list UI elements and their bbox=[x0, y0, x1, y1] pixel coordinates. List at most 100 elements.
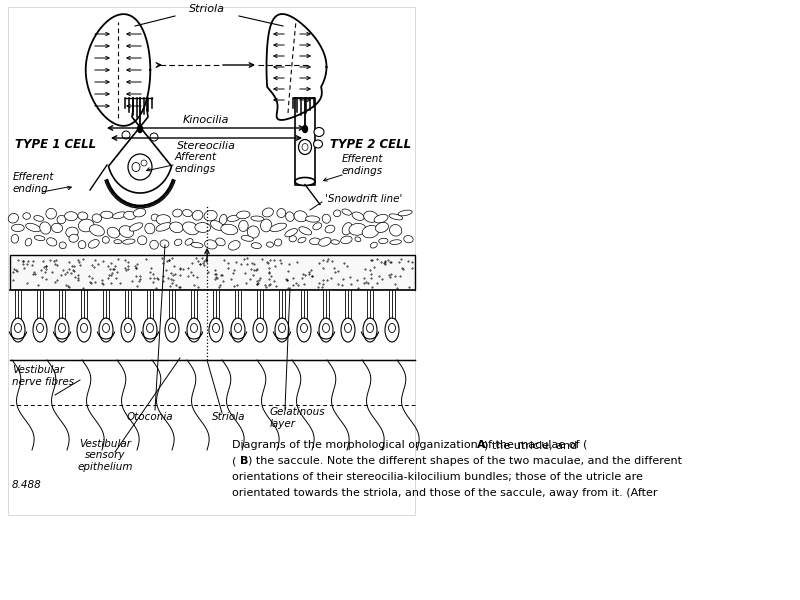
Ellipse shape bbox=[51, 223, 62, 233]
Ellipse shape bbox=[341, 236, 352, 244]
Ellipse shape bbox=[46, 238, 57, 246]
Ellipse shape bbox=[390, 224, 402, 236]
Ellipse shape bbox=[8, 214, 18, 223]
Ellipse shape bbox=[134, 209, 146, 217]
Ellipse shape bbox=[195, 223, 210, 232]
Text: Striola: Striola bbox=[189, 4, 225, 14]
Ellipse shape bbox=[306, 216, 320, 222]
Ellipse shape bbox=[78, 212, 88, 220]
Text: Stereocilia: Stereocilia bbox=[177, 141, 235, 151]
Text: Efferent
ending: Efferent ending bbox=[13, 172, 54, 194]
Ellipse shape bbox=[173, 209, 182, 217]
Ellipse shape bbox=[145, 223, 155, 234]
Ellipse shape bbox=[216, 238, 226, 246]
Ellipse shape bbox=[128, 154, 152, 180]
Ellipse shape bbox=[26, 223, 41, 232]
Ellipse shape bbox=[138, 236, 147, 245]
Polygon shape bbox=[109, 110, 171, 193]
Ellipse shape bbox=[322, 214, 330, 223]
Ellipse shape bbox=[187, 318, 201, 342]
Ellipse shape bbox=[11, 224, 24, 232]
Text: TYPE 1 CELL: TYPE 1 CELL bbox=[15, 138, 96, 151]
Ellipse shape bbox=[262, 208, 274, 217]
Ellipse shape bbox=[122, 239, 135, 244]
Bar bbox=[8, 7, 415, 515]
Text: TYPE 2 CELL: TYPE 2 CELL bbox=[330, 138, 411, 151]
Ellipse shape bbox=[210, 221, 223, 230]
Ellipse shape bbox=[389, 214, 402, 220]
Ellipse shape bbox=[143, 318, 157, 342]
Text: orientations of their stereocilia-kilocilium bundles; those of the utricle are: orientations of their stereocilia-kiloci… bbox=[232, 472, 643, 482]
Ellipse shape bbox=[182, 209, 192, 217]
Polygon shape bbox=[295, 98, 315, 185]
Ellipse shape bbox=[114, 239, 122, 244]
Ellipse shape bbox=[277, 209, 286, 217]
Ellipse shape bbox=[121, 318, 135, 342]
Ellipse shape bbox=[334, 210, 341, 217]
Ellipse shape bbox=[389, 323, 395, 332]
Text: B: B bbox=[240, 456, 248, 466]
Text: Gelatinous
layer: Gelatinous layer bbox=[270, 407, 326, 429]
Ellipse shape bbox=[253, 318, 267, 342]
Ellipse shape bbox=[165, 318, 179, 342]
Ellipse shape bbox=[191, 242, 203, 248]
Ellipse shape bbox=[185, 239, 193, 245]
Ellipse shape bbox=[341, 318, 355, 342]
Ellipse shape bbox=[160, 240, 169, 248]
Text: Afferent
endings: Afferent endings bbox=[175, 152, 217, 174]
Ellipse shape bbox=[241, 236, 254, 241]
Ellipse shape bbox=[322, 323, 330, 332]
Ellipse shape bbox=[261, 219, 272, 232]
Ellipse shape bbox=[404, 236, 413, 243]
Text: Otoconia: Otoconia bbox=[126, 412, 174, 422]
Ellipse shape bbox=[23, 213, 30, 220]
Ellipse shape bbox=[14, 323, 22, 332]
Ellipse shape bbox=[266, 242, 274, 247]
Ellipse shape bbox=[294, 211, 307, 222]
Ellipse shape bbox=[238, 220, 248, 232]
Ellipse shape bbox=[34, 215, 44, 221]
Ellipse shape bbox=[65, 212, 78, 221]
Ellipse shape bbox=[58, 323, 66, 332]
Ellipse shape bbox=[231, 318, 245, 342]
Ellipse shape bbox=[146, 323, 154, 332]
Ellipse shape bbox=[363, 318, 377, 342]
Ellipse shape bbox=[55, 318, 69, 342]
Ellipse shape bbox=[297, 318, 311, 342]
Ellipse shape bbox=[228, 241, 240, 250]
Ellipse shape bbox=[362, 226, 378, 238]
Polygon shape bbox=[86, 14, 150, 126]
Ellipse shape bbox=[119, 226, 134, 238]
Polygon shape bbox=[266, 14, 326, 120]
Text: Striola: Striola bbox=[212, 412, 246, 422]
Ellipse shape bbox=[170, 222, 183, 233]
Ellipse shape bbox=[390, 240, 402, 244]
Ellipse shape bbox=[227, 215, 240, 221]
Ellipse shape bbox=[156, 223, 171, 231]
Ellipse shape bbox=[113, 212, 126, 219]
Ellipse shape bbox=[90, 225, 104, 236]
Ellipse shape bbox=[130, 223, 142, 231]
Ellipse shape bbox=[169, 323, 175, 332]
Ellipse shape bbox=[138, 125, 142, 133]
Ellipse shape bbox=[299, 227, 312, 235]
Ellipse shape bbox=[69, 234, 78, 242]
Ellipse shape bbox=[251, 243, 262, 248]
Ellipse shape bbox=[314, 127, 324, 136]
Ellipse shape bbox=[59, 242, 66, 248]
Ellipse shape bbox=[209, 318, 223, 342]
Ellipse shape bbox=[37, 323, 43, 332]
Ellipse shape bbox=[275, 318, 289, 342]
Ellipse shape bbox=[342, 223, 352, 235]
Ellipse shape bbox=[289, 236, 297, 242]
Ellipse shape bbox=[122, 131, 130, 139]
Ellipse shape bbox=[46, 208, 57, 219]
Ellipse shape bbox=[370, 242, 378, 248]
Text: orientated towards the striola, and those of the saccule, away from it. (After: orientated towards the striola, and thos… bbox=[232, 488, 658, 498]
Text: 8.488: 8.488 bbox=[12, 480, 42, 490]
Ellipse shape bbox=[174, 239, 182, 245]
Ellipse shape bbox=[298, 139, 311, 154]
Ellipse shape bbox=[251, 216, 264, 221]
Ellipse shape bbox=[57, 215, 66, 224]
Ellipse shape bbox=[385, 318, 399, 342]
